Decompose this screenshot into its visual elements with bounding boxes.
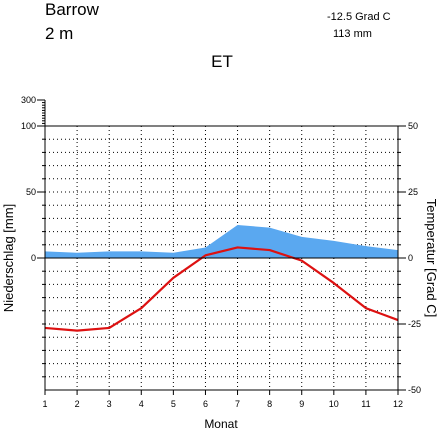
x-tick-label: 4 (139, 399, 144, 409)
x-tick-label: 1 (42, 399, 47, 409)
x-tick-label: 6 (203, 399, 208, 409)
y-axis-right-label: Temperatur [Grad C] (424, 199, 439, 318)
y-axis-left-label: Niederschlag [mm] (1, 204, 16, 312)
temperature-line (44, 246, 399, 332)
y-right-tick-label: 50 (408, 121, 418, 131)
annual-precipitation: 113 mm (333, 28, 372, 40)
x-tick-label: 9 (299, 399, 304, 409)
x-tick-label: 2 (75, 399, 80, 409)
x-tick-label: 3 (107, 399, 112, 409)
x-tick-label: 12 (393, 399, 403, 409)
y-left-tick-label: 0 (31, 253, 36, 263)
y-right-tick-label: -25 (408, 319, 421, 329)
precipitation-area (45, 225, 398, 258)
x-axis-label: Monat (204, 417, 238, 430)
x-tick-label: 10 (329, 399, 339, 409)
temperature-line-layer (44, 246, 399, 332)
mean-temperature: -12.5 Grad C (327, 11, 391, 23)
station-elevation: 2 m (45, 24, 73, 43)
y-left-tick-label: 100 (21, 121, 36, 131)
y-left-tick-label: 50 (26, 187, 36, 197)
climate-class: ET (211, 52, 233, 71)
x-tick-label: 5 (171, 399, 176, 409)
precipitation-area-layer (45, 225, 398, 258)
y-right-tick-label: 25 (408, 187, 418, 197)
y-right-tick-label: -50 (408, 385, 421, 395)
y-left-top-tick-label: 300 (21, 95, 36, 105)
x-tick-label: 11 (361, 399, 370, 409)
y-right-tick-label: 0 (408, 253, 413, 263)
x-tick-label: 8 (267, 399, 272, 409)
x-tick-label: 7 (235, 399, 240, 409)
station-name: Barrow (45, 0, 100, 19)
